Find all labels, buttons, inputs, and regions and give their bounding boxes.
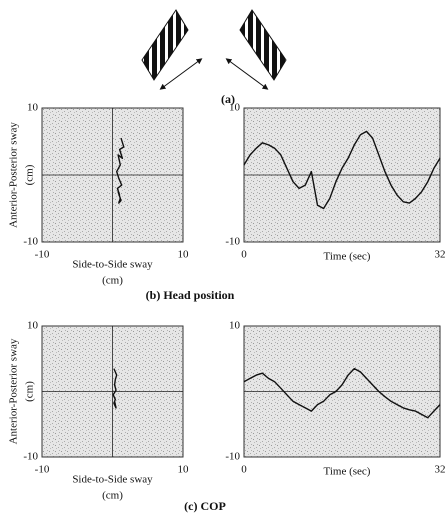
left-stripe-panel — [141, 9, 189, 81]
y-axis-label: (cm) — [24, 164, 36, 185]
data-line — [243, 130, 441, 210]
caption-b: (b) Head position — [146, 288, 235, 302]
x-tick-label: 10 — [178, 249, 190, 261]
right-stripe-panel — [239, 9, 287, 81]
x-axis-label: Time (sec) — [324, 251, 371, 263]
y-tick-label: -10 — [225, 236, 240, 248]
x-axis-label: Side-to-Side sway — [72, 259, 153, 271]
y-tick-label: -10 — [23, 236, 38, 248]
y-tick-label: 10 — [229, 102, 241, 114]
chart: -10 10 -10 10 Side-to-Side sway (cm) Anterior-… — [8, 320, 189, 502]
right-arrow — [225, 58, 269, 90]
left-arrow — [159, 58, 203, 90]
caption-c: (c) COP — [184, 499, 226, 513]
caption-a: (a) — [221, 92, 235, 106]
data-line — [243, 367, 441, 419]
stimulus-diagram — [141, 9, 287, 90]
y-axis-label: (cm) — [24, 381, 36, 402]
data-line — [112, 368, 118, 409]
chart: -10 10 0 32 Time (sec) — [225, 320, 445, 478]
x-axis-label: (cm) — [102, 275, 123, 287]
data-line — [116, 137, 125, 204]
x-tick-label: 32 — [435, 249, 445, 261]
y-axis-label: Anterior-Posterior sway — [8, 122, 20, 228]
y-tick-label: 10 — [229, 320, 241, 332]
x-tick-label: 0 — [241, 464, 247, 476]
x-tick-label: -10 — [35, 249, 50, 261]
y-tick-label: 10 — [27, 320, 39, 332]
chart: -10 10 -10 10 Side-to-Side sway (cm) Anterior-… — [8, 102, 189, 287]
x-tick-label: 0 — [241, 249, 247, 261]
y-tick-label: -10 — [225, 451, 240, 463]
x-axis-label: (cm) — [102, 490, 123, 502]
x-tick-label: 32 — [435, 464, 445, 476]
x-tick-label: -10 — [35, 464, 50, 476]
x-axis-label: Side-to-Side sway — [72, 474, 153, 486]
y-tick-label: -10 — [23, 451, 38, 463]
x-axis-label: Time (sec) — [324, 466, 371, 478]
x-tick-label: 10 — [178, 464, 190, 476]
chart: -10 10 0 32 Time (sec) — [225, 102, 445, 263]
y-axis-label: Anterior-Posterior sway — [8, 338, 20, 444]
y-tick-label: 10 — [27, 102, 39, 114]
